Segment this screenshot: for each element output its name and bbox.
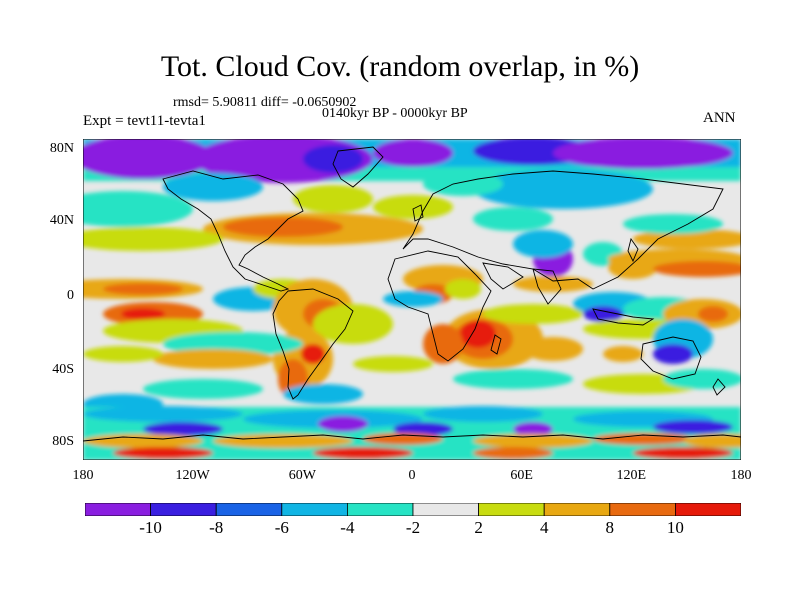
coast-japan [627, 237, 639, 263]
lat-tick-label: 0 [67, 288, 74, 303]
colorbar-label: -10 [139, 518, 162, 537]
colorbar-box [543, 503, 611, 516]
colorbar-label: 8 [605, 518, 615, 537]
coast-south-america [272, 288, 354, 400]
lat-tick-label: 80N [49, 141, 74, 156]
stats-text: rmsd= 5.90811 diff= -0.0650902 [173, 95, 357, 110]
coast-madagascar [490, 334, 502, 355]
colorbar-label: 4 [539, 518, 549, 537]
cloud-cover-difference-map [83, 139, 741, 460]
lat-tick-label: 40S [52, 362, 74, 377]
coast-india [532, 268, 562, 305]
colorbar [85, 503, 741, 516]
colorbar-box [85, 503, 151, 516]
colorbar-label: 2 [474, 518, 483, 537]
cloud-field-shading [83, 139, 741, 460]
lon-tick-label: 60E [510, 468, 533, 483]
coast-british-isles [412, 204, 424, 222]
lat-tick-label: 80S [52, 434, 74, 449]
colorbar-box [281, 503, 348, 516]
colorbar-box [412, 503, 479, 516]
lon-tick-label: 120E [616, 468, 647, 483]
colorbar-box [609, 503, 676, 516]
colorbar-box [215, 503, 283, 516]
colorbar-label: -6 [274, 518, 289, 537]
coast-new-zealand [712, 378, 726, 396]
colorbar-label: -2 [405, 518, 421, 537]
coast-greenland [332, 146, 384, 188]
coast-antarctica [83, 434, 741, 442]
lon-tick-label: 180 [72, 468, 94, 483]
coast-indonesia [592, 308, 655, 326]
season-label: ANN [703, 110, 736, 126]
colorbar-label: -8 [209, 518, 224, 537]
lon-tick-label: 0 [408, 468, 416, 483]
colorbar-label: 10 [666, 518, 684, 537]
colorbar-box [675, 503, 741, 516]
colorbar-box [150, 503, 217, 516]
lon-tick-label: 180 [730, 468, 752, 483]
colorbar-label: -4 [340, 518, 355, 537]
period-text: 0140kyr BP - 0000kyr BP [322, 106, 468, 121]
lat-tick-label: 40N [49, 213, 74, 228]
coast-north-america [162, 170, 304, 292]
coast-australia [640, 336, 702, 380]
coast-arabia [482, 262, 524, 290]
colorbar-box [346, 503, 414, 516]
lon-tick-label: 120W [175, 468, 210, 483]
colorbar-box [478, 503, 545, 516]
coastlines [83, 146, 741, 442]
experiment-label: Expt = tevt11-tevta1 [83, 113, 206, 129]
coast-africa [387, 250, 492, 362]
lon-tick-label: 60W [288, 468, 316, 483]
coast-eurasia [402, 170, 724, 290]
plot-title: Tot. Cloud Cov. (random overlap, in %) [160, 50, 640, 83]
